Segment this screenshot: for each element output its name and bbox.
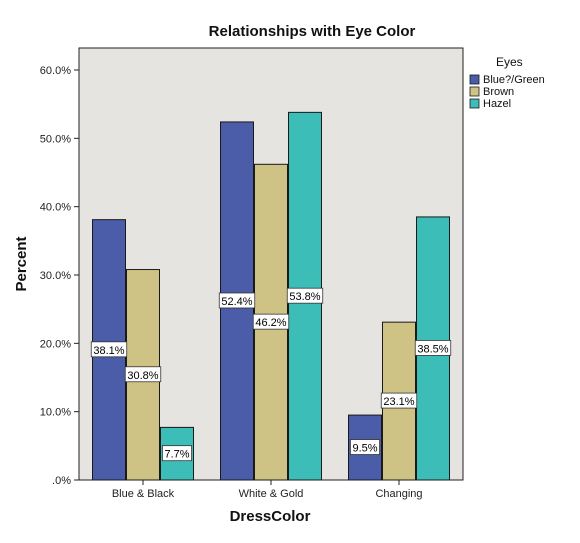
y-tick-label: 20.0%	[40, 338, 71, 350]
data-label: 53.8%	[289, 291, 320, 303]
legend-swatch	[469, 98, 480, 109]
data-labels-group: 38.1% 30.8% 7.7% 52.4%46.2% 53.8% 9.5% 23.1% 38…	[90, 287, 452, 462]
x-category-label: White & Gold	[239, 488, 304, 500]
y-tick-label: .0%	[52, 475, 71, 487]
legend-swatch	[469, 74, 480, 85]
data-label: 52.4%	[221, 296, 252, 308]
x-axis: Blue & Black White & Gold Changing	[112, 480, 423, 500]
y-tick-label: 50.0%	[40, 133, 71, 145]
data-label-box	[161, 445, 192, 462]
x-axis-title: DressColor	[230, 508, 311, 525]
data-label-box	[124, 366, 162, 383]
data-label-box	[90, 341, 128, 358]
data-label: 9.5%	[352, 443, 377, 455]
y-axis-title: Percent	[13, 236, 30, 291]
data-label: 38.1%	[93, 345, 124, 357]
legend-label: Brown	[483, 86, 514, 98]
legend-swatch	[469, 86, 480, 97]
data-label-box	[252, 313, 290, 330]
data-label: 38.5%	[417, 343, 448, 355]
legend-label: Blue?/Green	[483, 74, 545, 86]
data-label-box	[286, 287, 324, 304]
data-label: 23.1%	[383, 396, 414, 408]
data-label: 7.7%	[164, 449, 189, 461]
legend-title: Eyes	[496, 55, 523, 69]
y-tick-label: 10.0%	[40, 407, 71, 419]
y-tick-label: 60.0%	[40, 65, 71, 77]
data-label-box	[414, 340, 452, 356]
y-axis: .0% 10.0% 20.0% 30.0% 40.0% 50.0% 60.0%	[40, 65, 79, 487]
x-category-label: Changing	[375, 488, 422, 500]
chart-title: Relationships with Eye Color	[209, 23, 416, 40]
legend-label: Hazel	[483, 98, 511, 110]
data-label: 46.2%	[255, 317, 286, 329]
data-label: 30.8%	[127, 370, 158, 382]
data-label-box	[349, 439, 380, 455]
y-tick-label: 40.0%	[40, 202, 71, 214]
data-label-box	[380, 392, 418, 409]
data-label-box	[218, 292, 256, 309]
y-tick-label: 30.0%	[40, 270, 71, 282]
x-category-label: Blue & Black	[112, 488, 175, 500]
